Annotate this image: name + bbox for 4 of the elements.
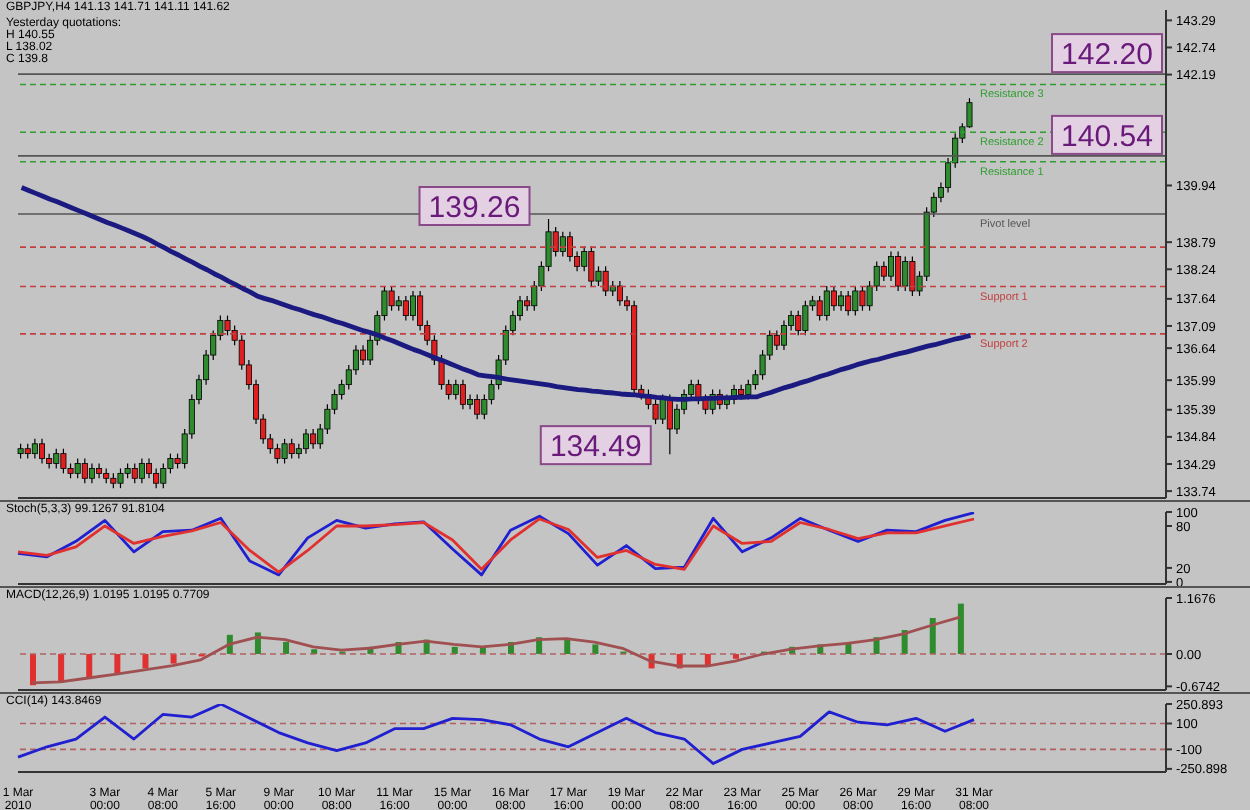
annotation: 140.54 [1061, 119, 1153, 154]
annotation: 142.20 [1061, 38, 1153, 73]
annotation: 139.26 [428, 191, 521, 225]
annotation: 134.49 [549, 430, 642, 465]
